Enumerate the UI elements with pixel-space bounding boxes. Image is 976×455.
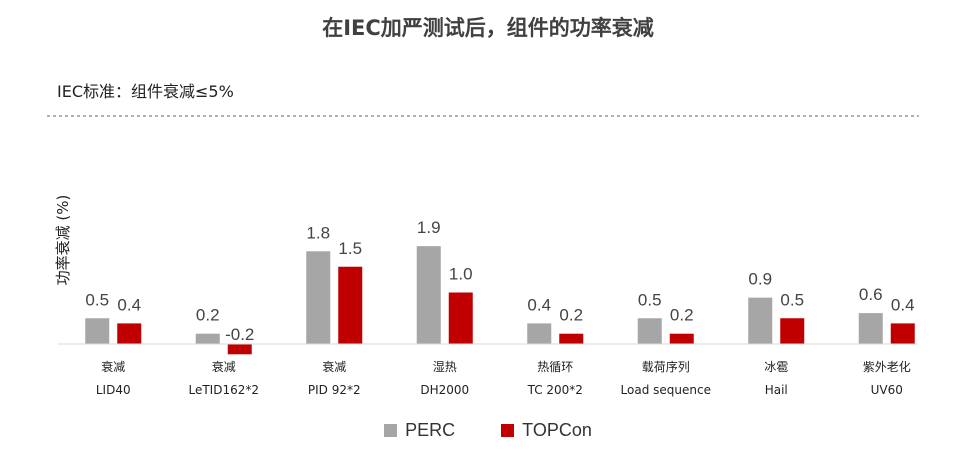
category-sublabel-7: UV60 (871, 383, 903, 397)
category-label-7: 紫外老化 (863, 360, 911, 374)
data-label-topcon-5: 0.2 (670, 306, 694, 325)
category-label-3: 湿热 (433, 359, 457, 374)
bar-perc-5 (637, 318, 662, 344)
data-label-topcon-7: 0.4 (891, 295, 915, 314)
data-label-perc-4: 0.4 (527, 295, 551, 314)
legend-item-topcon: TOPCon (501, 420, 592, 441)
category-sublabel-5: Load sequence (621, 383, 711, 397)
data-label-perc-2: 1.8 (306, 223, 330, 242)
data-label-topcon-6: 0.5 (780, 290, 804, 309)
bar-topcon-5 (669, 333, 694, 344)
bar-perc-0 (85, 318, 110, 344)
data-label-perc-1: 0.2 (196, 306, 220, 325)
legend-item-perc: PERC (384, 420, 455, 441)
bar-perc-2 (306, 251, 331, 344)
data-label-topcon-1: -0.2 (225, 325, 254, 344)
category-sublabel-6: Hail (765, 383, 788, 397)
bar-perc-1 (195, 333, 220, 344)
data-label-topcon-3: 1.0 (449, 265, 473, 284)
bar-topcon-1 (227, 344, 252, 355)
bar-topcon-0 (117, 323, 142, 344)
bar-topcon-4 (559, 333, 584, 344)
data-label-topcon-4: 0.2 (559, 306, 583, 325)
category-label-2: 衰减 (322, 359, 346, 374)
data-label-perc-5: 0.5 (638, 290, 662, 309)
category-label-1: 衰减 (212, 359, 236, 374)
data-label-perc-0: 0.5 (85, 290, 109, 309)
category-label-0: 衰减 (101, 359, 125, 374)
legend-label-perc: PERC (405, 420, 456, 440)
legend-label-topcon: TOPCon (522, 420, 592, 440)
category-sublabel-4: TC 200*2 (527, 383, 583, 397)
category-label-5: 载荷序列 (642, 359, 690, 374)
data-label-perc-3: 1.9 (417, 218, 441, 237)
y-axis-label: 功率衰减 (%) (54, 195, 72, 286)
bar-topcon-3 (448, 292, 473, 344)
bar-perc-7 (858, 313, 883, 344)
bar-topcon-7 (890, 323, 915, 344)
category-label-6: 冰雹 (764, 360, 788, 374)
bar-topcon-6 (780, 318, 805, 344)
data-label-topcon-0: 0.4 (117, 295, 141, 314)
category-sublabel-2: PID 92*2 (308, 383, 361, 397)
legend-swatch-topcon (501, 424, 515, 437)
standard-note: IEC标准：组件衰减≤5% (57, 82, 234, 101)
bar-perc-3 (416, 246, 441, 344)
bar-perc-6 (748, 297, 773, 344)
plot-area: 0.5 0.4 衰减 LID40 0.2 -0.2 衰减 LeTID162*2 1.8 1.5 衰减… (85, 218, 915, 397)
data-label-perc-7: 0.6 (859, 285, 883, 304)
legend: PERC TOPCon (0, 420, 976, 441)
category-label-4: 热循环 (537, 360, 573, 374)
bar-perc-4 (527, 323, 552, 344)
category-sublabel-3: DH2000 (420, 383, 469, 397)
category-sublabel-0: LID40 (96, 383, 131, 397)
chart-title: 在IEC加严测试后，组件的功率衰减 (322, 16, 654, 40)
legend-swatch-perc (384, 424, 398, 437)
data-label-perc-6: 0.9 (748, 270, 772, 289)
bar-topcon-2 (338, 266, 363, 344)
data-label-topcon-2: 1.5 (338, 239, 362, 258)
category-sublabel-1: LeTID162*2 (188, 383, 259, 397)
